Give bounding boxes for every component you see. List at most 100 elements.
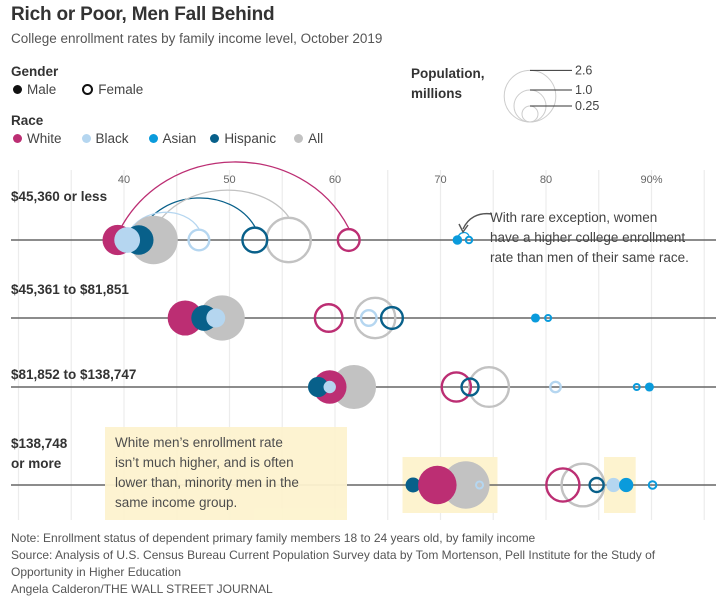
data-point-black-male [606,477,621,493]
black-color-dot-icon [81,134,91,143]
connector-arc-all [152,189,290,231]
filled-circle-icon [13,85,22,94]
income-group-label: $138,748 or more [11,434,67,474]
callout-line: lower than, minority men in the [115,475,299,490]
data-point-black-male [323,380,336,394]
data-point-white-female [313,303,344,333]
data-point-white-female [336,227,361,253]
income-group-label: $45,361 to $81,851 [11,280,129,300]
data-point-all-male [331,364,377,410]
footer-source-cont: Opportunity in Higher Education [11,565,182,579]
legend-label: Female [98,82,144,97]
annotation-line: rate than men of their same race. [490,250,689,265]
legend-item-white: White [13,131,62,146]
arrow-head-icon [458,223,469,234]
legend-label: Black [95,131,129,146]
callout-line: isn’t much higher, and is often [115,455,294,470]
footer-credit: Angela Calderon/THE WALL STREET JOURNAL [11,582,273,596]
hollow-circle-icon [82,84,94,95]
size-legend-circle [503,69,557,123]
legend-label: Male [27,82,57,97]
white-men-callout: White men’s enrollment rate isn’t much h… [105,427,347,520]
data-point-black-female [549,380,562,394]
race-legend: White Black Asian Hispanic All [13,131,337,146]
income-group-label-line: $138,748 [11,436,68,451]
data-point-all-male [442,461,490,509]
callout-line: same income group. [115,495,238,510]
legend-label: White [27,131,62,146]
data-point-white-male [418,465,457,505]
hispanic-color-dot-icon [210,134,220,143]
data-point-black-female [187,228,211,252]
data-point-hispanic-female [379,305,405,331]
legend-label: All [308,131,324,146]
legend-item-asian: Asian [148,131,197,146]
x-tick-label: 50 [223,174,235,186]
income-row [11,295,716,341]
data-point-black-male [114,227,141,253]
data-point-hispanic-male [308,376,329,398]
legend-item-female: Female [82,82,143,97]
size-legend-title-line2: millions [411,86,463,101]
income-group-label: $81,852 to $138,747 [11,365,136,385]
gender-legend: Male Female [13,82,157,97]
data-point-asian-male [619,477,634,493]
data-point-black-female [359,309,378,327]
income-group-label-line: $81,852 to $138,747 [11,367,137,382]
size-legend: 2.6 1.0 0.25 [503,63,599,123]
data-point-white-female [440,371,473,403]
footer-notes: Note: Enrollment status of dependent pri… [11,530,711,598]
income-group-label-line: or more [11,456,62,471]
legend-label: Asian [162,131,197,146]
chart-subtitle: College enrollment rates by family incom… [11,31,383,46]
data-point-asian-female [632,383,641,391]
gender-legend-title: Gender [11,64,59,79]
annotation-arrow [458,212,493,234]
income-group-label-line: $45,361 to $81,851 [11,282,129,297]
size-legend-title: Population, millions [411,64,485,104]
data-point-asian-male [530,313,540,323]
size-legend-label: 0.25 [575,99,599,113]
data-point-hispanic-male [405,477,421,493]
women-annotation: With rare exception, women have a higher… [490,208,689,268]
data-point-all-female [467,365,511,409]
data-point-asian-female [647,480,658,490]
income-row [11,161,716,265]
income-rows [11,161,716,509]
annotation-line: have a higher college enrollment [490,230,686,245]
income-group-label: $45,360 or less [11,187,107,207]
data-point-white-male [167,300,203,336]
asian-color-dot-icon [148,134,158,143]
income-row [11,364,716,410]
data-point-black-male [206,308,226,328]
data-point-hispanic-female [241,226,269,254]
income-row [11,461,716,509]
size-legend-label: 1.0 [575,83,592,97]
data-point-all-female [353,296,397,340]
data-point-hispanic-female [460,377,480,397]
chart-title: Rich or Poor, Men Fall Behind [11,4,275,25]
size-legend-label: 2.6 [575,63,592,77]
legend-item-male: Male [13,82,56,97]
legend-item-all: All [294,131,323,146]
data-point-white-female [545,467,581,503]
x-axis-ticks: 40 50 60 70 80 90% [118,174,663,186]
data-point-asian-female [544,314,553,322]
callout-line: White men’s enrollment rate [115,435,283,450]
footer-note: Note: Enrollment status of dependent pri… [11,531,536,545]
legend-item-hispanic: Hispanic [210,131,276,146]
white-color-dot-icon [13,134,22,143]
size-legend-title-line1: Population, [411,66,485,81]
data-point-black-female [475,480,485,490]
legend-label: Hispanic [224,131,277,146]
data-point-asian-male [644,382,654,392]
data-point-asian-male [452,235,463,245]
data-point-hispanic-female [588,476,605,494]
x-tick-label: 40 [118,174,130,186]
size-legend-circle [521,105,539,123]
annotation-line: With rare exception, women [490,210,658,225]
x-tick-label: 90% [640,174,662,186]
race-legend-title: Race [11,113,44,128]
legend-item-black: Black [81,131,129,146]
